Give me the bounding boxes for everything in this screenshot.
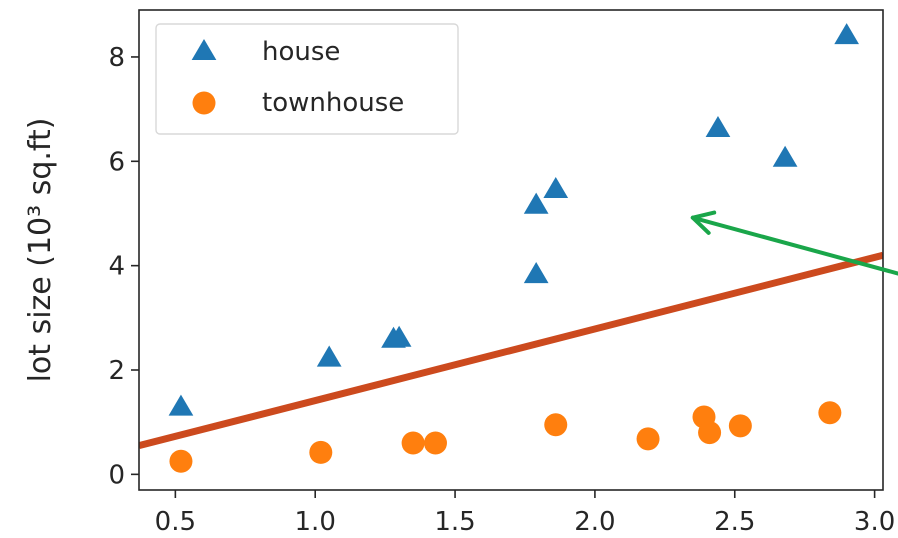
townhouse-point-4 [423,431,447,455]
y-tick-label-3: 4 [108,252,125,282]
y-tick-label-5: 8 [108,43,125,73]
house-point-8 [705,115,731,138]
legend-frame [155,23,459,135]
decision-boundary-line [139,251,883,450]
townhouse-point-5 [544,413,568,437]
house-point-4 [386,325,412,347]
house-point-5 [523,262,549,284]
townhouse-point-6 [636,427,660,451]
annotation-arrow-head [690,210,717,235]
townhouse-point-10 [818,401,842,425]
townhouse-point-1 [169,449,193,473]
legend-marker-townhouse [192,91,216,115]
x-tick-label-2: 1.0 [295,507,336,537]
townhouse-point-3 [401,431,425,455]
x-tick-label-1: 0.5 [155,507,196,537]
legend: house townhouse [155,23,459,135]
x-tick-label-5: 2.5 [714,507,755,537]
annotation-arrow-shaft [690,215,898,276]
house-point-9 [772,145,798,167]
y-tick-label-2: 2 [108,356,125,386]
house-point-1 [168,394,194,416]
axes: 0.5 1.0 1.5 2.0 2.5 3.0 0 2 4 6 8 [108,43,898,537]
house-point-6 [523,192,549,214]
townhouse-point-2 [309,440,333,464]
x-tick-label-6: 3.0 [854,507,895,537]
y-tick-label-4: 6 [108,147,125,177]
house-point-7 [543,177,569,199]
legend-marker-house [191,39,217,61]
x-tick-label-3: 1.5 [434,507,475,537]
townhouse-point-8 [698,421,722,445]
plot-frame [138,9,884,491]
legend-markers [191,39,217,115]
x-tick-label-4: 2.0 [574,507,615,537]
y-axis-label: lot size (10³ sq.ft) [23,118,58,383]
legend-label-house: house [262,37,340,67]
townhouse-point-9 [728,414,752,438]
house-point-2 [316,345,342,367]
plot-area [139,23,883,473]
house-point-10 [834,23,859,45]
y-tick-label-1: 0 [108,460,125,490]
legend-label-townhouse: townhouse [262,88,404,118]
